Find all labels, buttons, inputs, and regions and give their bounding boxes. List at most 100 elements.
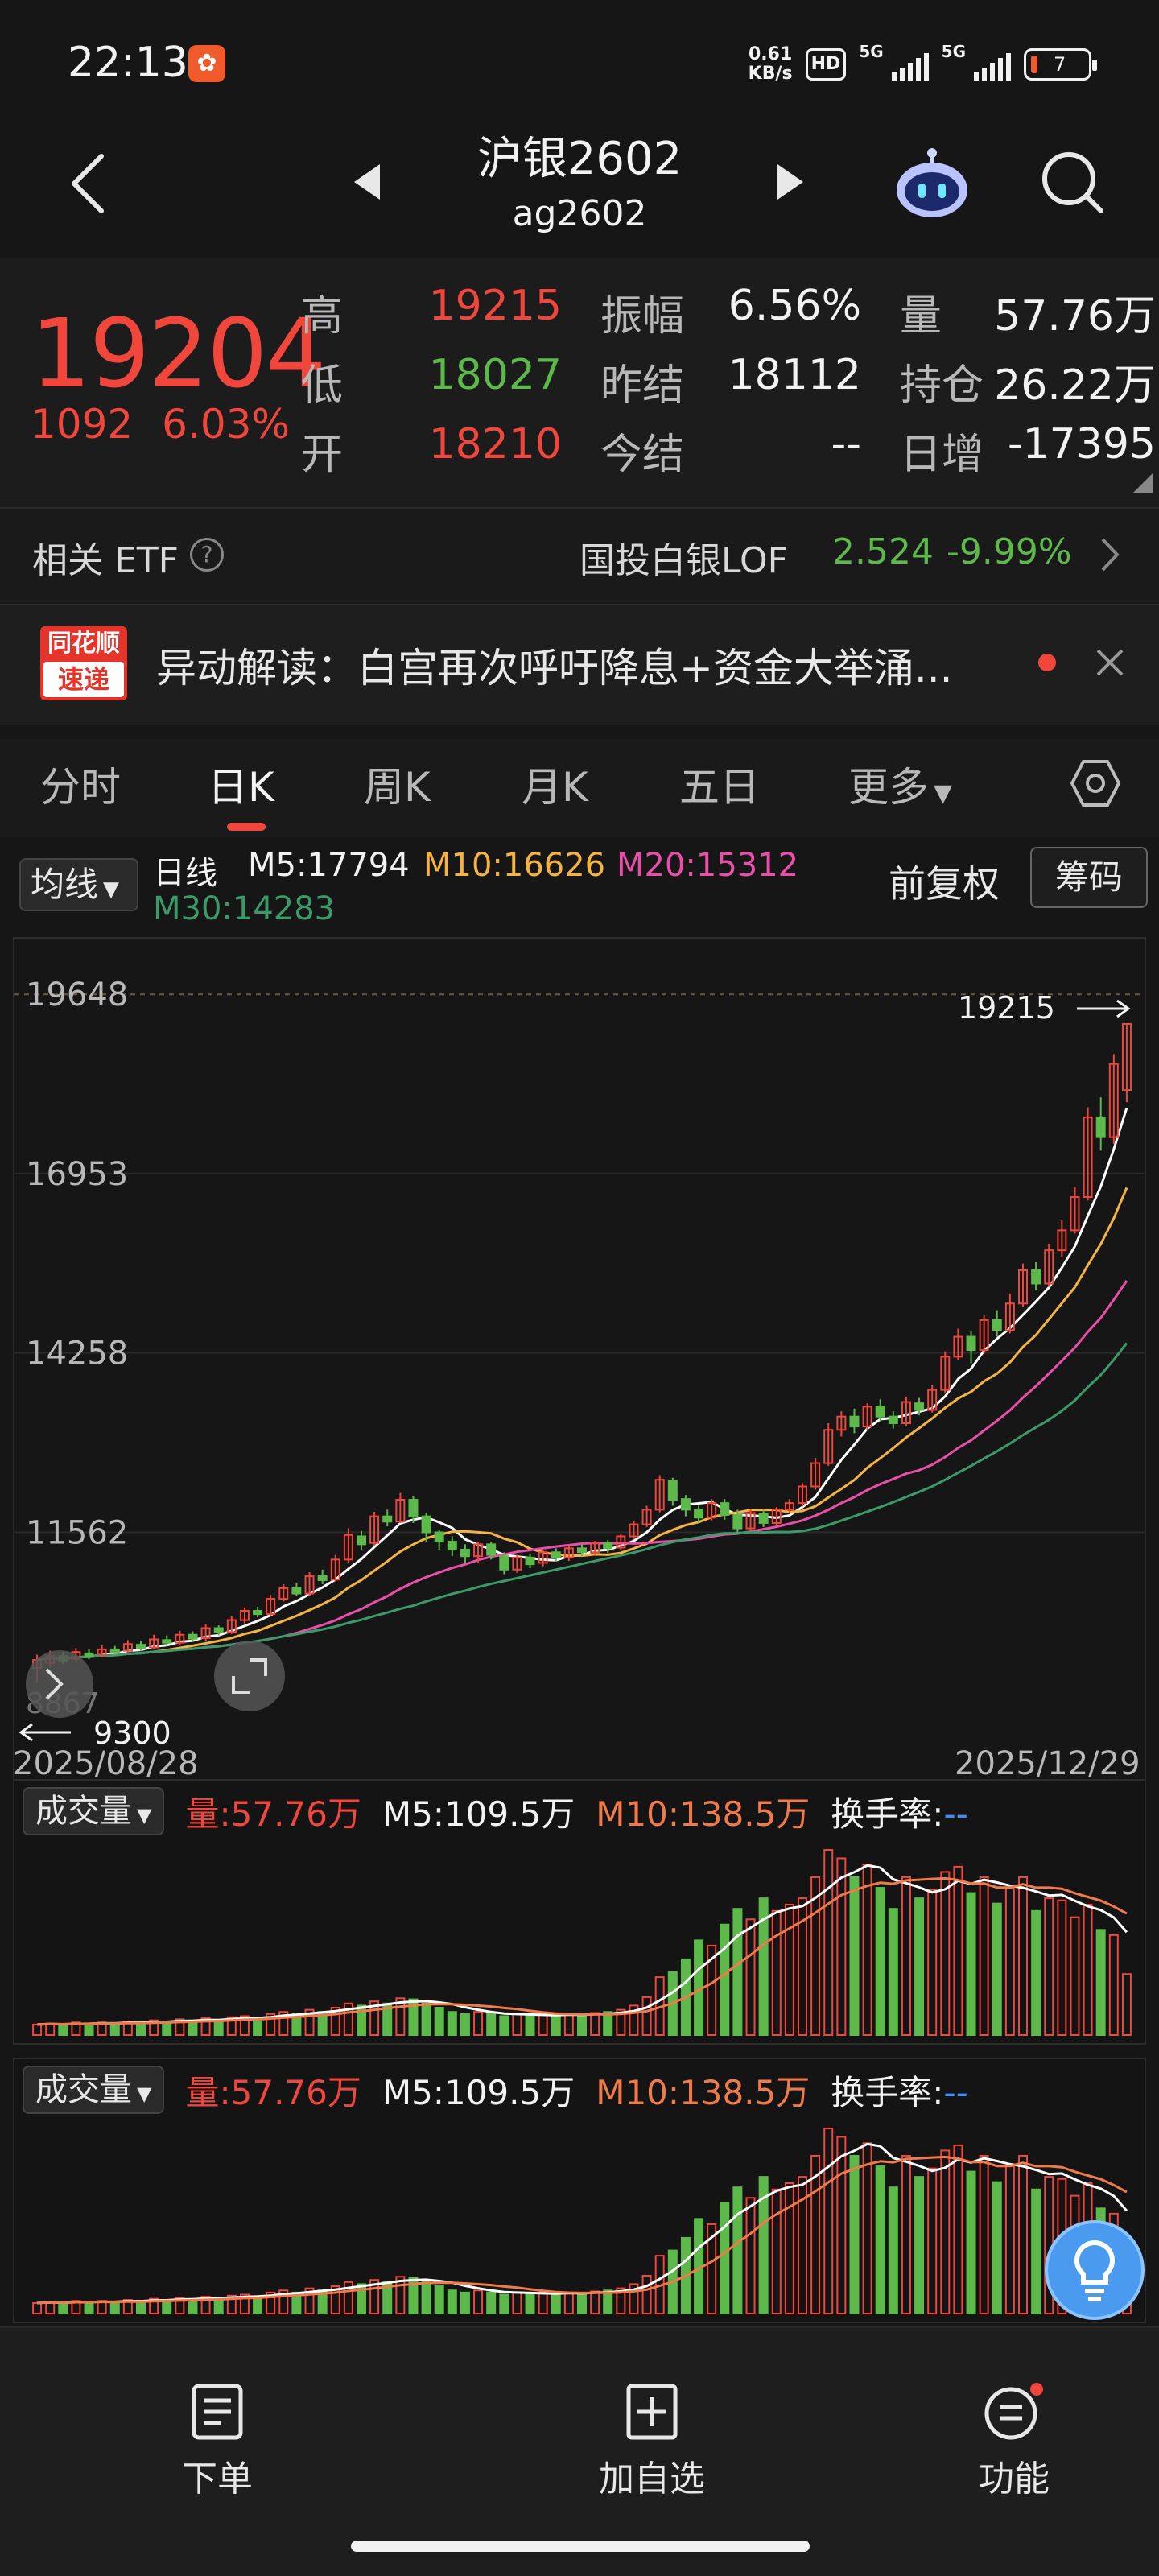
candle-up (226, 1619, 237, 1633)
prev-contract-icon[interactable] (351, 161, 383, 203)
ma-selector-label: 均线 (31, 865, 99, 904)
close-icon[interactable] (1091, 644, 1128, 681)
volume-bar-down (447, 2011, 457, 2036)
bottom-nav (0, 2326, 1159, 2576)
functions-button[interactable]: 功能 (958, 2383, 1070, 2501)
volume-bar-down (408, 1998, 419, 2036)
volume-bar-up (71, 2300, 81, 2314)
help-icon[interactable]: ? (190, 538, 224, 572)
volume-bar-up (1057, 1899, 1067, 2036)
search-icon[interactable] (1038, 148, 1107, 217)
volume-bar-up (343, 2002, 353, 2036)
volume-bar-up (266, 2013, 276, 2036)
home-indicator[interactable] (351, 2541, 810, 2552)
volume-bar-down (577, 2014, 587, 2037)
ma-selector[interactable]: 均线 ▼ (19, 858, 138, 911)
open-interest-value: 26.22万 (994, 361, 1156, 410)
volume-indicator-label: 成交量 (35, 1793, 132, 1830)
volume-bar-down (875, 1887, 885, 2036)
chart-settings-icon[interactable] (1069, 757, 1122, 810)
volume-bar-up (1121, 1973, 1132, 2036)
volume-indicator-selector[interactable]: 成交量 ▼ (23, 1787, 165, 1835)
volume-bar-up (330, 2285, 340, 2314)
volume-bar-down (84, 2301, 94, 2314)
volume-bar-down (732, 1908, 743, 2036)
fullscreen-corner-icon (232, 1676, 250, 1694)
tab-monthly-k[interactable]: 月K (522, 764, 588, 811)
candle-up (239, 1609, 250, 1621)
volume-bar-up (979, 1876, 989, 2036)
order-button[interactable]: 下单 (161, 2383, 274, 2501)
price-change-pct: 6.03% (162, 401, 290, 448)
news-text[interactable]: 异动解读：白宫再次呼吁降息+资金大举涌... (156, 645, 953, 691)
lightbulb-tip-icon[interactable] (1045, 2220, 1145, 2320)
volume-bar-up (1018, 1876, 1028, 2036)
adjust-mode[interactable]: 前复权 (889, 862, 1000, 906)
volume-bar-down (58, 2301, 68, 2315)
page-title: 沪银2602 (476, 133, 683, 185)
candle-up (473, 1543, 484, 1558)
fullscreen-corner-icon (250, 1658, 267, 1676)
chevron-right-icon[interactable] (1098, 535, 1122, 575)
candle-up (1018, 1269, 1028, 1305)
volume-current-2: 量:57.76万 (185, 2072, 361, 2112)
volume-bars-1 (32, 1849, 1132, 2037)
volume-bar-down (357, 2283, 366, 2314)
robot-assistant-icon[interactable] (892, 143, 972, 224)
etf-price: 2.524 (832, 531, 934, 572)
candle-down (875, 1406, 885, 1418)
volume-bar-down (992, 1902, 1002, 2037)
news-banner[interactable] (0, 604, 1159, 724)
candle-up (330, 1558, 340, 1581)
candlestick-chart[interactable]: 196481695314258115621921593008867 (13, 937, 1146, 1814)
volume-ma5-line (37, 2142, 1128, 2305)
volume-bar-up (823, 2128, 834, 2314)
candle-down (382, 1515, 393, 1523)
candle-up (122, 1643, 133, 1652)
tab-daily-k[interactable]: 日K (208, 764, 274, 811)
back-icon[interactable] (64, 150, 113, 217)
candle-down (577, 1547, 587, 1554)
amplitude-label: 振幅 (600, 292, 685, 341)
candle-up (97, 1648, 107, 1656)
volume-bar-up (1044, 1897, 1054, 2037)
volume-bar-down (486, 2291, 497, 2314)
price-change: 1092 6.03% (31, 401, 290, 448)
etf-name: 国投白银LOF (580, 540, 788, 581)
volume-bar-up (395, 1997, 406, 2037)
chip-button[interactable]: 筹码 (1030, 847, 1148, 908)
add-watchlist-button[interactable]: 加自选 (588, 2383, 716, 2501)
volume-bar-up (563, 2013, 574, 2036)
volume-bar-down (888, 2186, 898, 2314)
tab-more[interactable]: 更多 ▼ (848, 755, 952, 813)
tab-weekly-k[interactable]: 周K (364, 764, 431, 811)
candle-down (720, 1502, 730, 1517)
candle-down (188, 1633, 198, 1640)
quote-panel (0, 258, 1159, 507)
next-contract-icon[interactable] (774, 161, 806, 203)
app-notification-icon: ✿ (188, 45, 225, 82)
candle-down (460, 1548, 470, 1558)
candle-up (836, 1415, 847, 1431)
volume-bar-up (1018, 2154, 1028, 2314)
candle-down (447, 1541, 457, 1550)
candle-down (317, 1575, 328, 1581)
order-icon (192, 2384, 243, 2440)
ma30-value: M30:14283 (153, 890, 336, 927)
candle-down (992, 1319, 1002, 1331)
candle-up (862, 1406, 872, 1428)
tab-five-day[interactable]: 五日 (679, 764, 760, 811)
volume-indicator-selector-2[interactable]: 成交量 ▼ (23, 2066, 165, 2114)
volume-bar-down (603, 2011, 613, 2036)
candle-up (1121, 1022, 1132, 1092)
candle-up (590, 1542, 600, 1554)
volume-bar-up (473, 2289, 484, 2314)
expand-corner-icon[interactable] (1133, 473, 1153, 493)
volume-bar-down (499, 2015, 509, 2037)
volume-bar-down (966, 1892, 976, 2036)
active-tab-indicator (227, 823, 266, 831)
tab-intraday[interactable]: 分时 (40, 764, 121, 811)
unread-dot-icon (1038, 654, 1056, 671)
volume-bar-up (369, 2279, 380, 2315)
volume-indicator-label-2: 成交量 (35, 2071, 132, 2108)
